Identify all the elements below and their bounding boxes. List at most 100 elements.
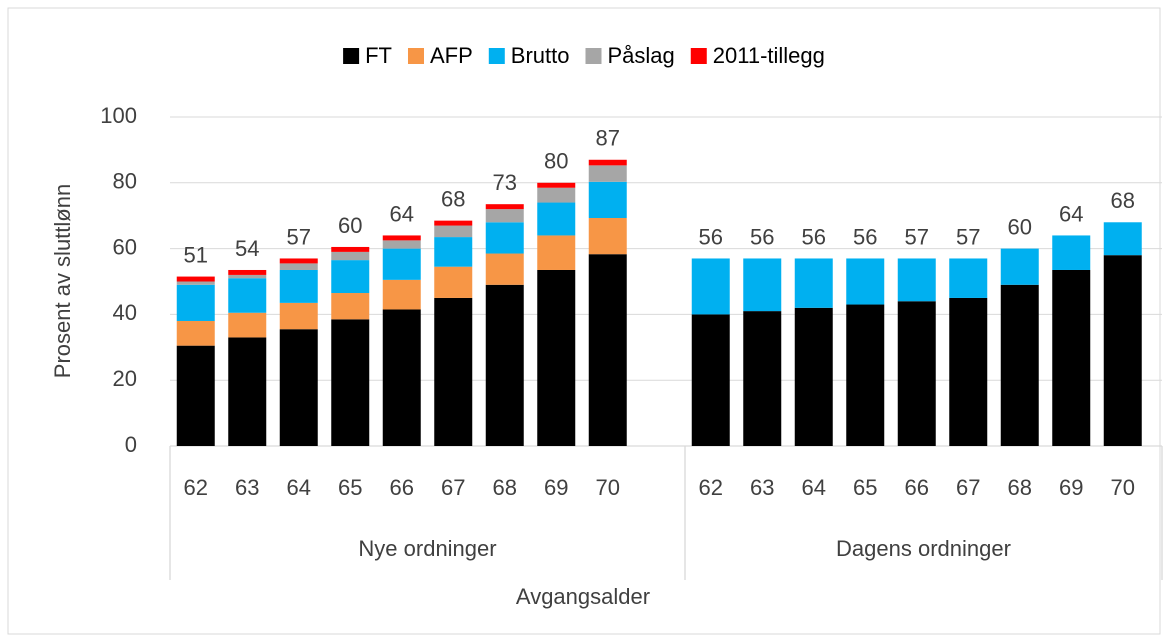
x-axis-label: Avgangsalder [516, 584, 650, 609]
legend-label: 2011-tillegg [713, 43, 825, 68]
legend-swatch [407, 48, 424, 64]
total-label: 57 [905, 224, 929, 249]
bar-segment [279, 329, 318, 446]
x-tick-label: 69 [1059, 475, 1083, 500]
bar-segment [176, 345, 215, 446]
total-label: 60 [1008, 214, 1032, 239]
y-tick-label: 0 [125, 432, 137, 457]
bar-segment [846, 304, 885, 446]
bar-segment [331, 293, 370, 320]
total-label: 80 [544, 149, 568, 174]
bar-segment [434, 220, 473, 226]
bar-segment [485, 253, 524, 285]
bar-segment [382, 248, 421, 280]
x-tick-label: 66 [390, 475, 414, 500]
bar-segment [794, 307, 833, 446]
x-tick-label: 67 [441, 475, 465, 500]
bar-segment [537, 182, 576, 188]
total-label: 56 [750, 224, 774, 249]
bar-segment [794, 258, 833, 308]
bar-segment [1103, 222, 1142, 256]
bar-segment [537, 235, 576, 270]
bar-segment [176, 276, 215, 282]
bar-segment [434, 266, 473, 298]
bar-segment [434, 297, 473, 446]
bar-segment [588, 165, 627, 182]
y-tick-label: 80 [113, 169, 137, 194]
x-tick-label: 64 [287, 475, 311, 500]
legend-swatch [585, 48, 602, 64]
bar-segment [485, 284, 524, 446]
bar-segment [279, 302, 318, 330]
legend-swatch [690, 48, 707, 64]
x-tick-label: 63 [235, 475, 259, 500]
bar-segment [382, 235, 421, 241]
total-label: 54 [235, 236, 259, 261]
total-label: 64 [390, 201, 414, 226]
x-tick-label: 62 [699, 475, 723, 500]
legend-label: FT [365, 43, 392, 68]
bar-segment [176, 284, 215, 321]
bar-segment [279, 258, 318, 264]
bar-segment [485, 209, 524, 223]
bar-segment [588, 181, 627, 219]
legend-label: Påslag [607, 43, 674, 68]
bar-segment [485, 204, 524, 210]
bar-segment [691, 258, 730, 315]
total-label: 51 [184, 242, 208, 267]
legend-swatch [488, 48, 505, 64]
bar-segment [331, 260, 370, 294]
bar-segment [537, 202, 576, 236]
bar-segment [1000, 248, 1039, 285]
bar-segment [1000, 284, 1039, 446]
bar-segment [176, 320, 215, 346]
bar-segment [1052, 269, 1091, 446]
group-label: Nye ordninger [358, 536, 496, 561]
x-tick-label: 63 [750, 475, 774, 500]
bar-segment [743, 258, 782, 312]
bar-segment [331, 319, 370, 446]
bar-segment [228, 312, 267, 338]
x-tick-label: 67 [956, 475, 980, 500]
total-label: 56 [853, 224, 877, 249]
x-tick-label: 66 [905, 475, 929, 500]
bar-segment [588, 218, 627, 255]
bar-segment [691, 314, 730, 446]
bar-segment [897, 301, 936, 446]
legend-label: Brutto [511, 43, 570, 68]
bar-segment [176, 281, 215, 285]
bar-segment [382, 279, 421, 310]
x-tick-label: 70 [596, 475, 620, 500]
y-tick-label: 40 [113, 300, 137, 325]
x-tick-label: 65 [853, 475, 877, 500]
x-tick-label: 65 [338, 475, 362, 500]
bar-segment [279, 263, 318, 270]
x-tick-label: 69 [544, 475, 568, 500]
bar-segment [228, 274, 267, 279]
y-tick-label: 100 [100, 103, 137, 128]
y-tick-label: 60 [113, 234, 137, 259]
bar-segment [228, 269, 267, 275]
bar-segment [1103, 255, 1142, 446]
bar-segment [434, 225, 473, 238]
bar-segment [331, 246, 370, 252]
total-label: 56 [802, 224, 826, 249]
bar-segment [382, 240, 421, 249]
group-label: Dagens ordninger [836, 536, 1011, 561]
bar-segment [382, 309, 421, 446]
bar-segment [949, 258, 988, 298]
total-label: 60 [338, 213, 362, 238]
bar-segment [228, 337, 267, 446]
total-label: 68 [1111, 188, 1135, 213]
total-label: 68 [441, 186, 465, 211]
bar-segment [1052, 235, 1091, 270]
x-tick-label: 62 [184, 475, 208, 500]
bar-segment [331, 251, 370, 261]
bar-segment [279, 269, 318, 303]
bar-segment [846, 258, 885, 305]
legend-swatch [343, 48, 360, 64]
bar-segment [537, 187, 576, 203]
x-tick-label: 68 [1008, 475, 1032, 500]
x-tick-label: 64 [802, 475, 826, 500]
